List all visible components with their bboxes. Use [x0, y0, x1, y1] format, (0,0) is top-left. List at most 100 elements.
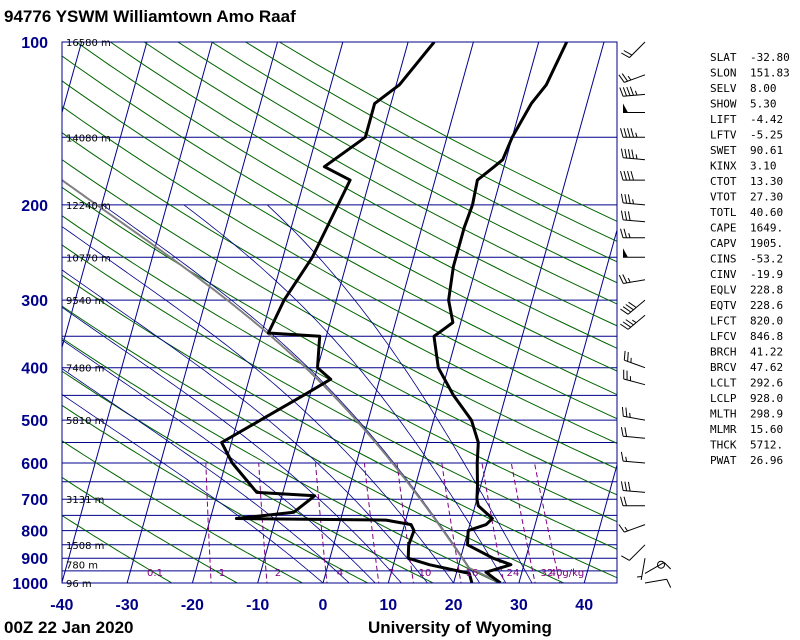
mixing-ratio-line	[315, 462, 328, 583]
index-value: 151.83	[750, 67, 790, 80]
barb-flag	[623, 50, 633, 56]
height-label: 10770 m	[66, 253, 111, 264]
dry-adiabat-line	[62, 370, 435, 583]
barb-staff	[623, 435, 646, 439]
index-name: LFCV	[710, 330, 737, 343]
isotherm-line	[518, 228, 617, 583]
index-value: 1649.	[750, 222, 783, 235]
index-name: VTOT	[710, 191, 737, 204]
barb-flag	[620, 210, 624, 220]
calm-circle	[657, 560, 665, 569]
dry-adiabat-line	[62, 159, 617, 470]
index-name: CINS	[710, 253, 737, 266]
wind-barb	[620, 193, 646, 206]
barb-flag	[621, 73, 629, 82]
index-value: 1905.	[750, 237, 783, 250]
wind-barb	[657, 560, 665, 569]
index-value: -32.80	[750, 51, 790, 64]
index-value: -19.9	[750, 268, 783, 281]
footer-date: 00Z 22 Jan 2020	[4, 618, 133, 637]
dry-adiabat-line	[62, 215, 617, 523]
temperature-tick-label: 0	[319, 597, 328, 614]
index-value: 228.8	[750, 284, 783, 297]
index-name: CAPE	[710, 222, 737, 235]
index-name: CINV	[710, 268, 737, 281]
wind-barb	[618, 274, 646, 284]
moist-adiabat-line	[102, 204, 481, 583]
temperature-tick-label: 10	[379, 597, 397, 614]
temperature-tick-label: 40	[575, 597, 593, 614]
dry-adiabat-line	[76, 42, 617, 349]
barb-flag	[621, 555, 630, 561]
mixing-ratio-label: 7	[388, 568, 394, 579]
index-name: LIFT	[710, 113, 737, 126]
index-name: SHOW	[710, 98, 737, 111]
barb-flag	[627, 194, 631, 204]
pressure-tick-label: 800	[21, 524, 48, 541]
barb-flag	[629, 86, 634, 96]
wind-barb	[620, 496, 645, 507]
barb-half-flag	[632, 319, 637, 324]
isotherm-line	[62, 42, 148, 350]
barb-staff	[640, 558, 646, 580]
wind-barb	[618, 524, 646, 533]
wind-barb	[621, 41, 646, 59]
pressure-tick-label: 700	[21, 492, 48, 509]
barb-flag	[623, 228, 627, 238]
mixing-ratio-label: 10	[419, 568, 432, 579]
wind-barb	[620, 128, 645, 138]
barb-half-flag	[629, 412, 631, 418]
barb-flag	[627, 211, 631, 221]
barb-flag	[623, 128, 627, 138]
barb-staff	[623, 490, 646, 493]
index-value: 928.0	[750, 392, 783, 405]
index-value: 292.6	[750, 377, 783, 390]
parcel-trace	[62, 178, 502, 583]
temperature-tick-label: 20	[445, 597, 463, 614]
wind-barb	[623, 350, 646, 369]
mixing-ratio-label: 4	[337, 568, 343, 579]
isotherm-line	[322, 42, 474, 583]
wind-barb	[620, 148, 646, 161]
barb-flag	[627, 481, 631, 492]
wind-barb	[620, 427, 646, 439]
index-name: EQLV	[710, 284, 737, 297]
height-label: 7480 m	[66, 364, 104, 375]
index-name: THCK	[710, 439, 737, 452]
barb-staff	[623, 415, 646, 421]
index-name: MLTH	[710, 408, 737, 421]
dry-adiabat-line	[62, 244, 617, 550]
barb-staff	[629, 544, 646, 561]
mixing-ratio-line	[363, 462, 380, 583]
pressure-tick-label: 500	[21, 413, 48, 430]
mixing-ratio-line	[205, 462, 212, 583]
moist-adiabat-line	[62, 339, 376, 583]
barb-flag	[625, 319, 634, 326]
dry-adiabat-line	[62, 476, 239, 583]
barb-staff	[623, 279, 646, 284]
temperature-tick-label: -30	[116, 597, 139, 614]
barb-flag	[618, 274, 624, 284]
mixing-ratio-line	[510, 462, 536, 583]
index-name: PWAT	[710, 454, 737, 467]
dry-adiabat-line	[62, 404, 369, 583]
temperature-tick-label: -20	[181, 597, 204, 614]
wind-barb	[623, 369, 646, 386]
barb-flag	[619, 87, 624, 97]
barb-flag	[620, 481, 624, 491]
wind-barb	[620, 170, 645, 181]
wind-barb	[623, 248, 645, 258]
index-value: 5712.	[750, 439, 783, 452]
index-name: MLMR	[710, 423, 737, 436]
barb-flag	[627, 352, 629, 362]
wind-barb	[637, 558, 646, 580]
barb-flag	[620, 427, 624, 437]
wind-barb	[620, 451, 646, 464]
dry-adiabat-line	[62, 514, 173, 583]
mixing-ratio-line	[481, 462, 505, 583]
index-name: LCLT	[710, 377, 737, 390]
barb-half-flag	[632, 199, 634, 204]
